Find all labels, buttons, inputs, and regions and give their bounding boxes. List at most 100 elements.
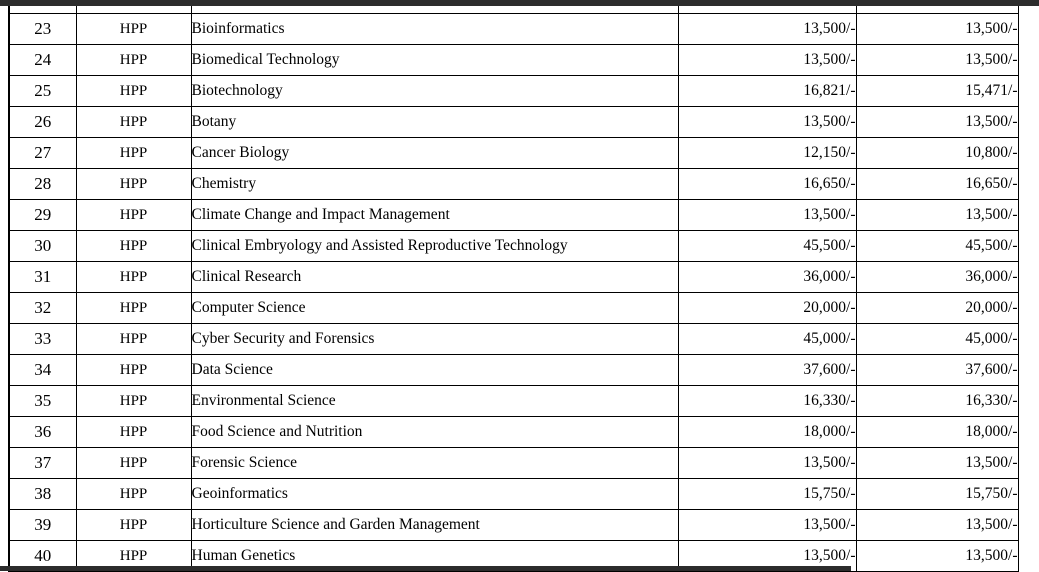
cell-subject-name: Data Science [190,354,679,386]
cell-fee-second: 13,500/- [855,199,1019,231]
cell-program-code: HPP [75,447,192,479]
cell-subject-name: Geoinformatics [190,478,679,510]
cell-fee-second: 13,500/- [855,447,1019,479]
cell-fee-second: 15,471/- [855,75,1019,107]
table-row: 33 HPP Cyber Security and Forensics 45,0… [8,323,1019,355]
table-row: 28 HPP Chemistry 16,650/- 16,650/- [8,168,1019,200]
table-row: 23 HPP Bioinformatics 13,500/- 13,500/- [8,13,1019,45]
cell-subject-name: Botany [190,106,679,138]
table-row: 25 HPP Biotechnology 16,821/- 15,471/- [8,75,1019,107]
cell-fee-first: 37,600/- [677,354,857,386]
cell-fee-first: 13,500/- [677,13,857,45]
table-row: 29 HPP Climate Change and Impact Managem… [8,199,1019,231]
cell-subject-name: Biomedical Technology [190,44,679,76]
cell-program-code: HPP [75,416,192,448]
cell-serial-number: 33 [8,323,77,355]
cell-program-code: HPP [75,168,192,200]
table-row: 26 HPP Botany 13,500/- 13,500/- [8,106,1019,138]
cell-program-code: HPP [75,199,192,231]
clipped-cell [855,6,1019,14]
fee-table-body: 23 HPP Bioinformatics 13,500/- 13,500/- … [8,6,1019,572]
cell-program-code: HPP [75,137,192,169]
cell-serial-number: 24 [8,44,77,76]
cell-serial-number: 27 [8,137,77,169]
clipped-row-above [8,6,1019,14]
cell-subject-name: Clinical Research [190,261,679,293]
cell-fee-first: 12,150/- [677,137,857,169]
cell-subject-name: Cancer Biology [190,137,679,169]
cell-serial-number: 34 [8,354,77,386]
cell-subject-name: Computer Science [190,292,679,324]
cell-fee-second: 13,500/- [855,540,1019,572]
cell-fee-first: 45,000/- [677,323,857,355]
cell-serial-number: 29 [8,199,77,231]
cell-serial-number: 39 [8,509,77,541]
cell-program-code: HPP [75,44,192,76]
cell-fee-first: 36,000/- [677,261,857,293]
cell-fee-second: 13,500/- [855,509,1019,541]
clipped-cell [8,6,77,14]
cell-fee-first: 15,750/- [677,478,857,510]
cell-program-code: HPP [75,354,192,386]
cell-fee-second: 13,500/- [855,44,1019,76]
cell-fee-second: 45,000/- [855,323,1019,355]
table-row: 32 HPP Computer Science 20,000/- 20,000/… [8,292,1019,324]
cell-serial-number: 32 [8,292,77,324]
table-row: 27 HPP Cancer Biology 12,150/- 10,800/- [8,137,1019,169]
cell-fee-first: 16,330/- [677,385,857,417]
table-row: 35 HPP Environmental Science 16,330/- 16… [8,385,1019,417]
cell-fee-first: 13,500/- [677,199,857,231]
viewer-edge-bar-bottom [0,566,851,571]
cell-serial-number: 37 [8,447,77,479]
cell-fee-first: 45,500/- [677,230,857,262]
cell-serial-number: 36 [8,416,77,448]
cell-program-code: HPP [75,478,192,510]
cell-serial-number: 38 [8,478,77,510]
fee-table: 23 HPP Bioinformatics 13,500/- 13,500/- … [8,6,1019,572]
cell-fee-first: 13,500/- [677,509,857,541]
cell-fee-first: 20,000/- [677,292,857,324]
cell-serial-number: 26 [8,106,77,138]
cell-fee-first: 13,500/- [677,106,857,138]
cell-serial-number: 28 [8,168,77,200]
cell-subject-name: Environmental Science [190,385,679,417]
cell-fee-second: 16,650/- [855,168,1019,200]
clipped-cell [677,6,857,14]
cell-fee-first: 13,500/- [677,44,857,76]
table-row: 24 HPP Biomedical Technology 13,500/- 13… [8,44,1019,76]
cell-fee-second: 13,500/- [855,13,1019,45]
table-row: 34 HPP Data Science 37,600/- 37,600/- [8,354,1019,386]
table-row: 37 HPP Forensic Science 13,500/- 13,500/… [8,447,1019,479]
cell-fee-second: 18,000/- [855,416,1019,448]
table-row: 39 HPP Horticulture Science and Garden M… [8,509,1019,541]
cell-subject-name: Chemistry [190,168,679,200]
cell-subject-name: Biotechnology [190,75,679,107]
clipped-cell [190,6,679,14]
cell-fee-first: 13,500/- [677,447,857,479]
cell-fee-second: 45,500/- [855,230,1019,262]
cell-program-code: HPP [75,230,192,262]
cell-fee-second: 13,500/- [855,106,1019,138]
table-row: 30 HPP Clinical Embryology and Assisted … [8,230,1019,262]
cell-program-code: HPP [75,292,192,324]
clipped-cell [75,6,192,14]
table-row: 36 HPP Food Science and Nutrition 18,000… [8,416,1019,448]
cell-fee-second: 16,330/- [855,385,1019,417]
cell-program-code: HPP [75,13,192,45]
cell-fee-first: 16,821/- [677,75,857,107]
cell-program-code: HPP [75,106,192,138]
cell-fee-second: 36,000/- [855,261,1019,293]
cell-fee-second: 20,000/- [855,292,1019,324]
cell-subject-name: Food Science and Nutrition [190,416,679,448]
cell-program-code: HPP [75,261,192,293]
cell-program-code: HPP [75,323,192,355]
cell-subject-name: Bioinformatics [190,13,679,45]
cell-serial-number: 25 [8,75,77,107]
cell-program-code: HPP [75,385,192,417]
cell-serial-number: 30 [8,230,77,262]
cell-subject-name: Horticulture Science and Garden Manageme… [190,509,679,541]
cell-subject-name: Climate Change and Impact Management [190,199,679,231]
cell-program-code: HPP [75,75,192,107]
table-row: 31 HPP Clinical Research 36,000/- 36,000… [8,261,1019,293]
cell-subject-name: Forensic Science [190,447,679,479]
